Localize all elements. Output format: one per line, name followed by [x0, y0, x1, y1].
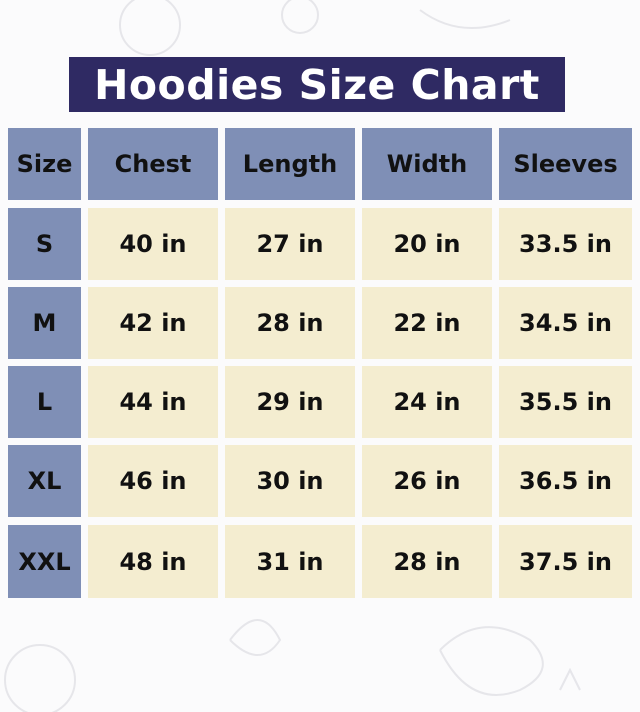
column-header-length: Length	[225, 128, 355, 200]
table-cell: 33.5 in	[499, 208, 632, 280]
table-cell: 40 in	[88, 208, 218, 280]
row-header-size: M	[8, 287, 81, 359]
column-header-size: Size	[8, 128, 81, 200]
column-header-chest: Chest	[88, 128, 218, 200]
table-cell: 42 in	[88, 287, 218, 359]
chart-title: Hoodies Size Chart	[69, 57, 565, 112]
table-cell: 20 in	[362, 208, 492, 280]
table-cell: 29 in	[225, 366, 355, 438]
table-cell: 28 in	[225, 287, 355, 359]
row-header-size: L	[8, 366, 81, 438]
table-cell: 28 in	[362, 525, 492, 598]
row-header-size: XXL	[8, 525, 81, 598]
table-cell: 37.5 in	[499, 525, 632, 598]
table-cell: 27 in	[225, 208, 355, 280]
table-cell: 46 in	[88, 445, 218, 517]
table-cell: 22 in	[362, 287, 492, 359]
table-cell: 34.5 in	[499, 287, 632, 359]
table-cell: 48 in	[88, 525, 218, 598]
table-cell: 30 in	[225, 445, 355, 517]
table-cell: 31 in	[225, 525, 355, 598]
table-cell: 44 in	[88, 366, 218, 438]
table-cell: 24 in	[362, 366, 492, 438]
row-header-size: XL	[8, 445, 81, 517]
column-header-sleeves: Sleeves	[499, 128, 632, 200]
column-header-width: Width	[362, 128, 492, 200]
table-cell: 26 in	[362, 445, 492, 517]
table-cell: 35.5 in	[499, 366, 632, 438]
table-cell: 36.5 in	[499, 445, 632, 517]
row-header-size: S	[8, 208, 81, 280]
